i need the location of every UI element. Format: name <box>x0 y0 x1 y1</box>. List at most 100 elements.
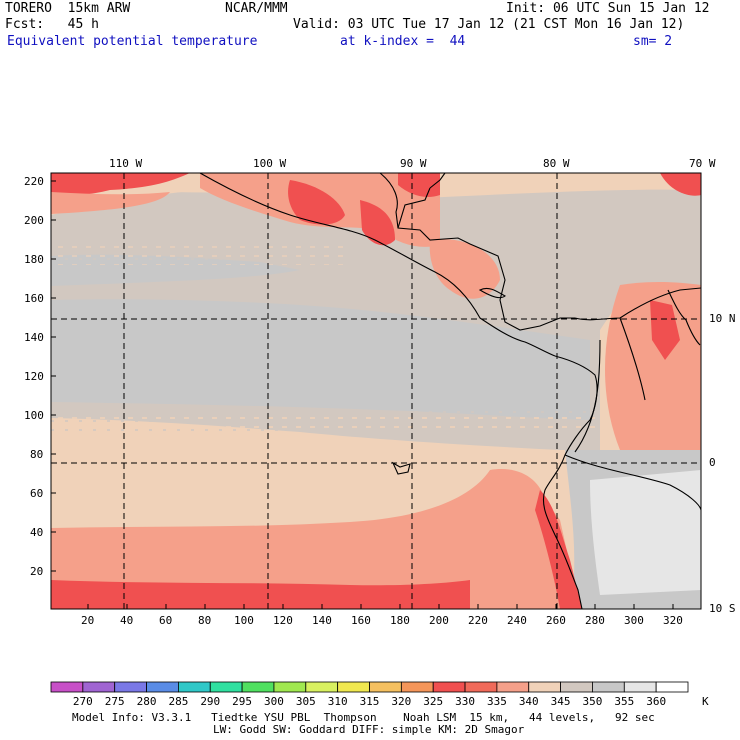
colorbar-swatch <box>496 681 530 693</box>
colorbar-label: 355 <box>614 695 634 708</box>
colorbar-label: 280 <box>137 695 157 708</box>
field-light-amazon <box>590 470 701 595</box>
model-info-line1: Model Info: V3.3.1 Tiedtke YSU PBL Thomp… <box>72 711 655 724</box>
field-salmon-venezuela <box>605 281 701 450</box>
colorbar-swatch <box>432 681 466 693</box>
colorbar-swatch <box>50 681 84 693</box>
field-red-mexico-3 <box>398 173 440 197</box>
colorbar-label: 335 <box>487 695 507 708</box>
x-tick: 180 <box>390 614 410 627</box>
field-red-northwest <box>51 173 190 198</box>
colorbar-swatch <box>464 681 498 693</box>
x-tick: 80 <box>198 614 212 627</box>
lat-label-10n: 10 N <box>709 312 736 325</box>
colorbar-swatch <box>623 681 657 693</box>
colorbar-label: 295 <box>232 695 252 708</box>
colorbar-swatch <box>655 681 689 693</box>
level-label: at k-index = 44 <box>340 34 466 49</box>
border-guatemala <box>397 187 431 229</box>
colorbar-label: 330 <box>455 695 475 708</box>
galapagos-islands <box>391 461 411 475</box>
lon-label-100w: 100 W <box>253 157 287 170</box>
coastline-caribbean <box>379 172 575 331</box>
field-title: Equivalent potential temperature <box>7 34 258 49</box>
x-tick: 220 <box>468 614 488 627</box>
lon-label-90w: 90 W <box>400 157 427 170</box>
valid-time: Valid: 03 UTC Tue 17 Jan 12 (21 CST Mon … <box>293 17 685 32</box>
field-red-south <box>51 580 470 609</box>
x-tick: 120 <box>273 614 293 627</box>
lon-label-70w: 70 W <box>689 157 716 170</box>
border-venezuela <box>619 317 646 401</box>
colorbar-swatch <box>146 681 179 693</box>
colorbar-swatch <box>528 681 562 693</box>
colorbar-label: 320 <box>391 695 411 708</box>
field-speckle-south <box>51 410 611 432</box>
colorbar: 270 275 280 285 290 295 300 305 310 315 320 325 330 3… <box>50 681 709 708</box>
forecast-hour: Fcst: 45 h <box>5 17 99 32</box>
axis-ticks <box>51 180 674 609</box>
field-red-venezuela <box>650 300 680 360</box>
colorbar-label: 290 <box>200 695 220 708</box>
field-red-mexico-1 <box>288 180 345 225</box>
field-salmon-central-america <box>429 239 500 299</box>
x-tick: 20 <box>81 614 95 627</box>
colorbar-label: 325 <box>423 695 443 708</box>
y-tick: 200 <box>24 214 44 227</box>
field-gray-core <box>51 299 590 420</box>
x-tick: 260 <box>546 614 566 627</box>
field-red-peru-coast <box>535 490 582 609</box>
lon-label-80w: 80 W <box>543 157 570 170</box>
colorbar-swatch <box>592 681 625 693</box>
colorbar-swatch <box>337 681 370 693</box>
y-tick: 100 <box>24 409 44 422</box>
coastline-maracaibo <box>667 289 701 346</box>
colorbar-swatch <box>400 681 434 693</box>
coastline-yucatan <box>429 172 446 189</box>
init-time: Init: 06 UTC Sun 15 Jan 12 <box>506 1 710 16</box>
y-tick: 40 <box>30 526 44 539</box>
colorbar-swatch <box>273 681 307 693</box>
colorbar-label: 310 <box>328 695 348 708</box>
organization: NCAR/MMM <box>225 1 288 16</box>
colorbar-label: 270 <box>73 695 93 708</box>
colorbar-label: 345 <box>551 695 571 708</box>
x-tick: 40 <box>120 614 134 627</box>
y-tick: 20 <box>30 565 44 578</box>
field-red-northeast <box>660 173 701 196</box>
colorbar-label: 360 <box>646 695 666 708</box>
colorbar-label: 350 <box>583 695 603 708</box>
colorbar-label: 315 <box>360 695 380 708</box>
lake-nicaragua <box>478 287 506 299</box>
lon-label-110w: 110 W <box>109 157 143 170</box>
border-peru-brazil <box>564 454 702 511</box>
coastline-north-south-america <box>574 287 702 321</box>
model-info-line2: LW: Godd SW: Goddard DIFF: simple KM: 2D… <box>213 723 525 736</box>
x-tick: 60 <box>159 614 173 627</box>
colorbar-swatch <box>209 681 243 693</box>
x-tick: 280 <box>585 614 605 627</box>
x-tick: 300 <box>624 614 644 627</box>
colorbar-swatch <box>114 681 147 693</box>
y-tick: 140 <box>24 331 44 344</box>
y-tick: 80 <box>30 448 44 461</box>
smoothing-label: sm= 2 <box>633 34 673 49</box>
colorbar-swatch <box>241 681 275 693</box>
colorbar-swatch <box>82 681 116 693</box>
field-salmon-south <box>51 469 580 609</box>
field-speckle-north <box>51 245 351 265</box>
lat-label-10s: 10 S <box>709 602 736 615</box>
plot-frame <box>50 172 702 610</box>
x-tick: 200 <box>429 614 449 627</box>
x-tick: 140 <box>312 614 332 627</box>
graticule <box>51 173 701 609</box>
colorbar-label: 305 <box>296 695 316 708</box>
y-tick: 220 <box>24 175 44 188</box>
y-tick: 60 <box>30 487 44 500</box>
colorbar-swatch <box>560 681 593 693</box>
x-tick: 240 <box>507 614 527 627</box>
coastlines <box>199 172 702 610</box>
colorbar-swatch <box>369 681 402 693</box>
field-red-mexico-2 <box>360 200 395 246</box>
